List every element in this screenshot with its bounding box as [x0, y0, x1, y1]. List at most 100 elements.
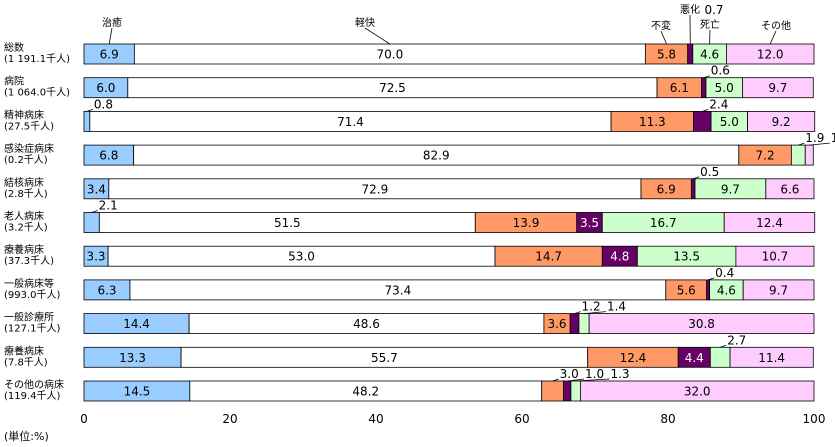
category-sublabel: (993.0千人) [4, 289, 61, 301]
data-label: 12.4 [620, 351, 647, 365]
bar-segment [765, 178, 815, 200]
bar-segment [570, 380, 581, 402]
bar-row: 14.4 48.6 3.6 1.2 1.4 30.8 [83, 300, 815, 335]
data-label: 14.5 [124, 385, 151, 399]
data-label: 51.5 [274, 216, 301, 230]
data-label: 30.8 [688, 317, 715, 331]
bar-segment [729, 346, 814, 368]
data-label: 53.0 [288, 250, 315, 264]
data-label: 72.5 [379, 81, 406, 95]
data-label: 1.9 [805, 131, 824, 145]
series-header-label: その他 [761, 19, 791, 32]
data-label: 6.0 [96, 81, 115, 95]
bar-segment [578, 313, 590, 335]
data-label: 13.5 [673, 250, 700, 264]
x-tick-label: 20 [222, 412, 237, 426]
category-sublabel: (7.8千人) [4, 356, 48, 368]
bar-segment [726, 43, 815, 65]
bar-row: 2.1 51.5 13.9 3.5 16.7 12.4 [83, 199, 816, 233]
bar-segment [563, 380, 572, 402]
data-label: 1.0 [585, 367, 604, 381]
bar-segment [742, 77, 814, 99]
bar-segment [747, 111, 816, 132]
data-label: 70.0 [377, 48, 404, 62]
data-label: 82.9 [423, 149, 450, 163]
data-label: 0.8 [94, 97, 113, 111]
bar-segment [687, 43, 694, 65]
data-label: 73.4 [385, 283, 412, 297]
x-tick-label: 80 [660, 412, 675, 426]
x-tick-label: 40 [368, 412, 383, 426]
leader-line [574, 311, 581, 314]
category-sublabel: (2.8千人) [4, 188, 48, 200]
data-label: 5.6 [677, 283, 696, 297]
series-header-label: 治癒 [102, 16, 122, 29]
data-label: 13.9 [513, 216, 540, 230]
data-label: 9.7 [769, 283, 788, 297]
header-leader-line [660, 30, 667, 45]
category-label: 老人病床 [4, 210, 44, 223]
data-label: 3.4 [87, 182, 106, 196]
x-tick-label: 0 [80, 412, 88, 426]
data-label: 4.6 [717, 283, 736, 297]
bar-row: 6.3 73.4 5.6 0.4 4.6 9.7 [83, 266, 815, 301]
category-label: 一般診療所 [4, 311, 54, 324]
data-label: 48.6 [353, 317, 380, 331]
category-label: 一般病床等 [4, 277, 54, 290]
data-label: 12.0 [757, 48, 784, 62]
data-label: 4.4 [685, 351, 704, 365]
data-label: 14.4 [123, 317, 150, 331]
leader-line [720, 344, 727, 348]
category-labels: 総数(1 191.1千人) 病院(1 064.0千人) 精神病床(27.5千人) 感染… [4, 41, 70, 402]
data-label: 6.9 [100, 48, 119, 62]
leader-line [809, 142, 830, 146]
category-sublabel: (37.3千人) [4, 255, 54, 267]
data-label: 2.1 [99, 199, 118, 213]
data-label: 5.0 [715, 81, 734, 95]
leader-line [693, 176, 700, 180]
bar-segment [735, 245, 815, 267]
x-tick-label: 60 [514, 412, 529, 426]
category-sublabel: (0.2千人) [4, 154, 48, 166]
data-label: 0.5 [700, 165, 719, 179]
data-label: 3.0 [560, 367, 579, 381]
bar-row: 13.3 55.7 12.4 4.4 2.7 11.4 [83, 333, 814, 368]
leader-line [567, 378, 585, 382]
bar-segment [701, 77, 707, 99]
leader-line [575, 378, 610, 382]
data-label: 0.6 [711, 64, 730, 78]
bar-segment [723, 212, 816, 233]
data-label: 4.8 [610, 250, 629, 264]
leader-line [702, 109, 709, 112]
data-label: 5.0 [720, 115, 739, 129]
data-label: 9.7 [768, 81, 787, 95]
data-label: 1.4 [607, 300, 626, 314]
bar-segment [742, 279, 815, 301]
category-label: 結核病床 [4, 176, 44, 189]
unit-label: (単位:%) [4, 429, 49, 443]
bar-segment [588, 313, 815, 335]
leader-line [703, 75, 710, 79]
series-header-label: 悪化 [680, 3, 700, 16]
data-label: 5.8 [657, 48, 676, 62]
category-sublabel: (119.4千人) [4, 390, 61, 402]
category-label: 療養病床 [4, 344, 44, 357]
data-label: 71.4 [337, 115, 364, 129]
data-label: 55.7 [371, 351, 398, 365]
bar-segment [83, 111, 91, 132]
series-header-label: 軽快 [355, 17, 375, 29]
leader-line [708, 277, 715, 281]
data-label: 2.4 [709, 97, 728, 111]
data-label: 3.5 [580, 216, 599, 230]
data-label: 11.3 [639, 115, 666, 129]
bar-row: 3.4 72.9 6.9 0.59.7 6.6 [83, 165, 815, 200]
series-header-label: 不変 [651, 19, 671, 32]
bar-row: 6.8 82.9 7.2 1.9 1.1 [83, 131, 835, 166]
data-label: 4.6 [700, 48, 719, 62]
data-label: 0.4 [715, 266, 734, 280]
data-label: 16.7 [650, 216, 677, 230]
bar-segment [569, 313, 580, 335]
data-label: 6.9 [657, 182, 676, 196]
bar-row: 6.9 70.0 5.8 4.6 12.0 [83, 43, 815, 65]
